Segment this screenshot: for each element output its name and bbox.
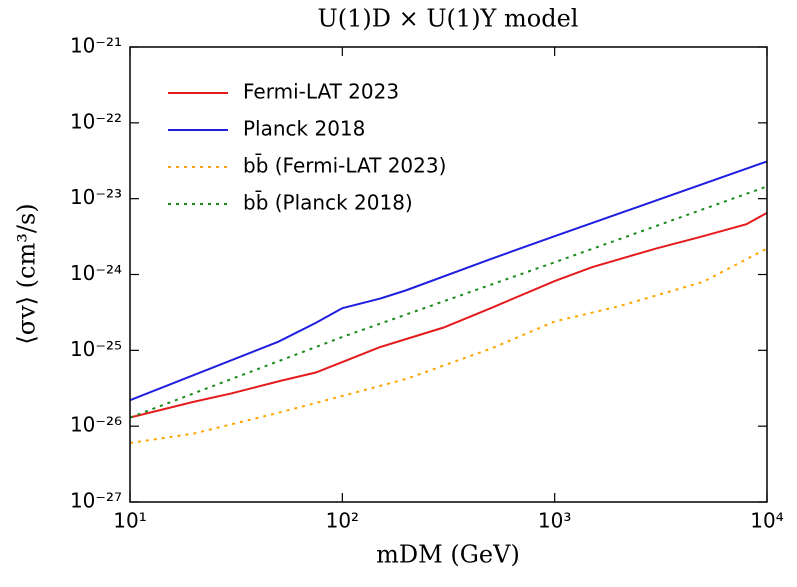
plot-frame xyxy=(129,46,768,503)
y-tick-label: 10⁻²⁶ xyxy=(70,413,122,437)
y-tick-label: 10⁻²¹ xyxy=(70,34,122,58)
legend-label: bb̄ (Fermi-LAT 2023) xyxy=(243,153,446,178)
x-axis-label: mDM (GeV) xyxy=(376,541,520,569)
line-series xyxy=(130,160,767,402)
x-tick-label: 10⁴ xyxy=(750,509,783,533)
x-tick-label: 10¹ xyxy=(113,509,146,533)
y-tick-label: 10⁻²³ xyxy=(70,185,122,209)
line-series xyxy=(130,247,767,444)
x-tick-label: 10³ xyxy=(538,509,571,533)
chart-title: U(1)D × U(1)Y model xyxy=(318,5,579,33)
x-tick-label: 10² xyxy=(326,509,359,533)
y-tick-label: 10⁻²⁷ xyxy=(70,489,122,513)
y-tick-label: 10⁻²⁴ xyxy=(70,261,122,285)
y-tick-label: 10⁻²² xyxy=(70,109,122,133)
line-series xyxy=(130,185,767,419)
line-series xyxy=(130,211,767,419)
legend-label: Planck 2018 xyxy=(243,117,365,141)
legend-label: Fermi-LAT 2023 xyxy=(243,80,399,104)
legend-label: bb̄ (Planck 2018) xyxy=(243,190,413,215)
y-axis-label: ⟨σv⟩ (cm³/s) xyxy=(13,203,41,344)
y-tick-label: 10⁻²⁵ xyxy=(70,337,122,361)
